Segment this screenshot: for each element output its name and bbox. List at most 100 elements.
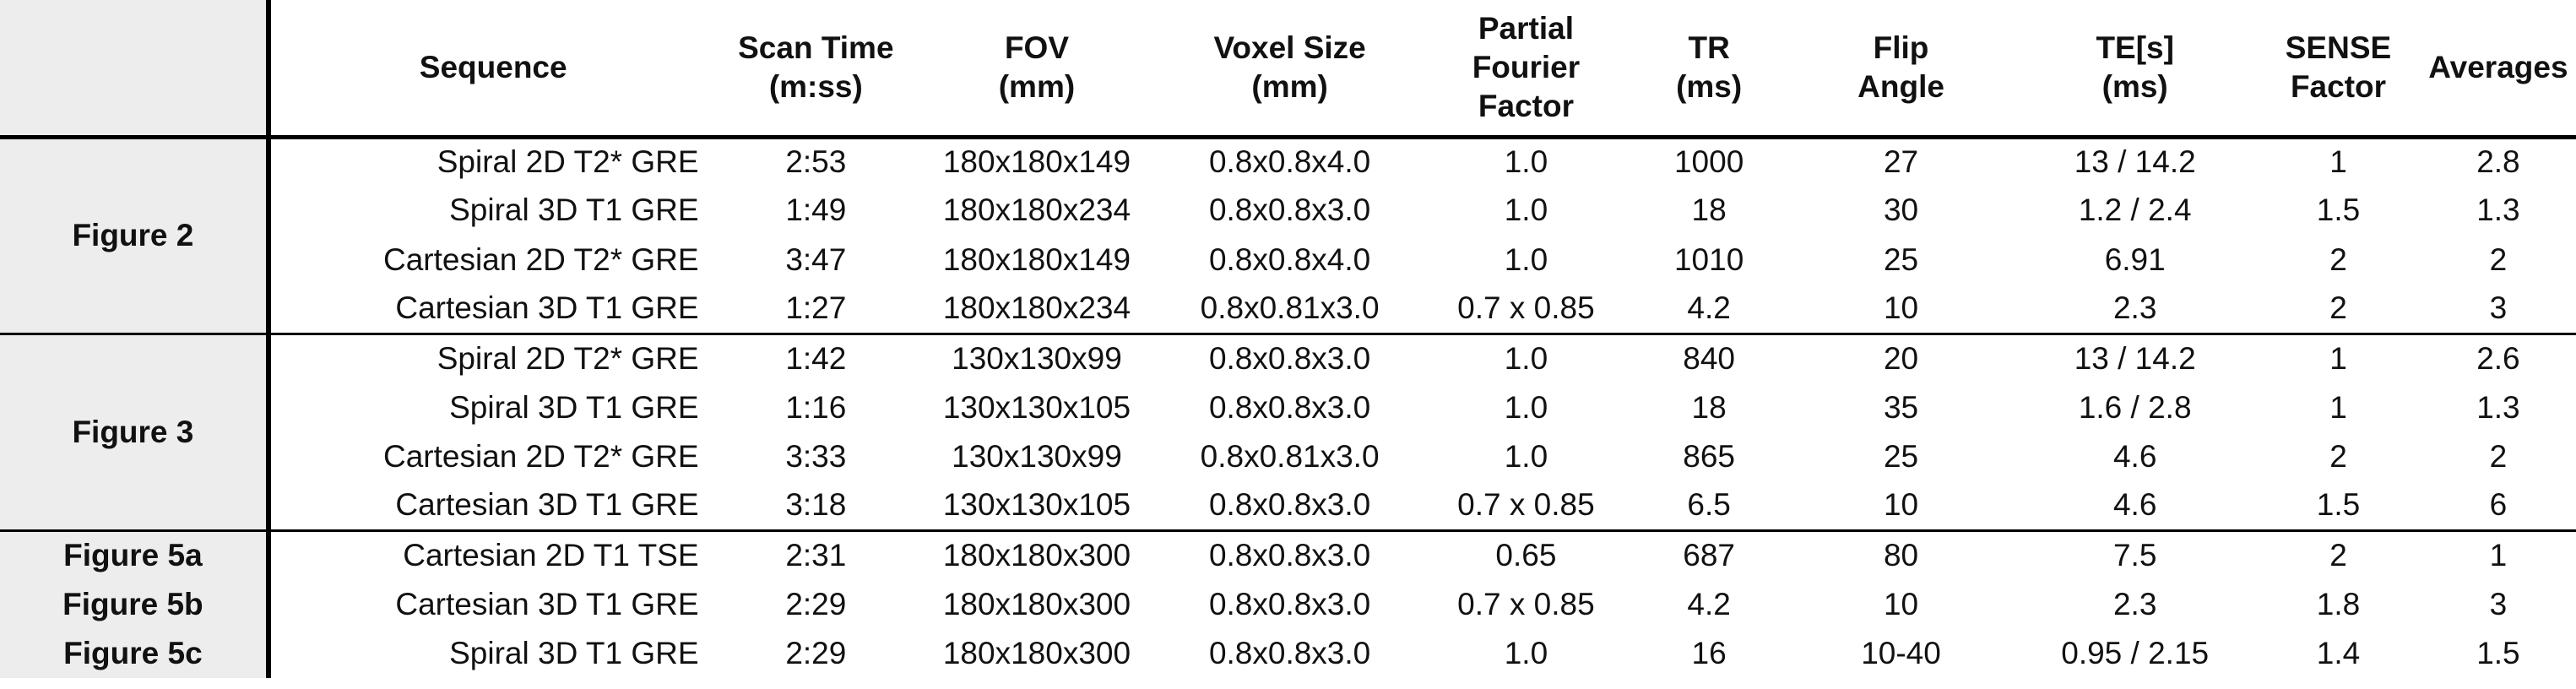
table-row: Figure 2 Spiral 2D T2* GRE 2:53 180x180x149… xyxy=(0,137,2576,335)
scan-time-cell: 1:27 xyxy=(715,284,917,335)
averages-cell: 1.3 xyxy=(2476,389,2520,425)
figure-label: Figure 5c xyxy=(0,628,271,679)
header-scan-time: Scan Time (m:ss) xyxy=(715,0,917,139)
voxel-size-cell: 0.8x0.8x3.0 xyxy=(1208,538,1371,573)
flip-angle-cell: 20 xyxy=(1883,341,1919,377)
header-voxel-size: Voxel Size (mm) xyxy=(1157,0,1423,139)
sequence-cell: Cartesian 3D T1 GRE xyxy=(268,284,716,335)
flip-angle-cell: 10 xyxy=(1787,481,2015,532)
header-fov: FOV (mm) xyxy=(916,0,1158,139)
te-cell: 0.95 / 2.15 xyxy=(2061,636,2210,671)
fov-cell: 180x180x234 xyxy=(916,284,1158,335)
scan-time-cell: 2:31 xyxy=(785,538,847,573)
tr-cell: 1000 xyxy=(1673,144,1744,180)
sense-cell: 1 xyxy=(2329,341,2347,377)
partial-fourier-cell: 1.0 xyxy=(1504,241,1548,277)
averages-cell: 6 xyxy=(2420,481,2576,532)
averages-cell: 2 xyxy=(2489,241,2508,277)
scan-time-cell: 2:53 xyxy=(785,144,847,180)
header-corner xyxy=(0,0,271,139)
flip-angle-cell: 80 xyxy=(1883,538,1919,573)
tr-cell: 865 xyxy=(1683,438,1735,474)
averages-cell: 3 xyxy=(2489,586,2508,621)
tr-cell: 16 xyxy=(1691,636,1727,671)
flip-angle-cell: 10 xyxy=(1883,586,1919,621)
averages-cell: 3 xyxy=(2420,284,2576,335)
header-row: Sequence Scan Time (m:ss) FOV (mm) Voxel S… xyxy=(0,0,2576,139)
figure-label: Figure 5a xyxy=(0,530,271,580)
fov-cell: 180x180x149 xyxy=(942,144,1131,180)
te-cell: 1.2 / 2.4 xyxy=(2078,193,2192,228)
sense-cell: 2 xyxy=(2329,438,2347,474)
sequence-cell: Spiral 3D T1 GRE xyxy=(449,636,699,671)
sequence-cell: Cartesian 2D T1 TSE xyxy=(403,538,699,573)
sequence-cell: Cartesian 3D T1 GRE xyxy=(395,586,699,621)
fov-cell: 180x180x149 xyxy=(942,241,1131,277)
sequence-cell: Spiral 3D T1 GRE xyxy=(449,193,699,228)
table-row: Figure 5c Spiral 3D T1 GRE 2:29 180x180x300… xyxy=(0,628,2576,679)
sense-cell: 2 xyxy=(2329,241,2347,277)
te-cell: 13 / 14.2 xyxy=(2074,144,2196,180)
table-row: Cartesian 2D T2* GRE 3:33 130x130x99 0.8x0.… xyxy=(0,432,2576,481)
header-tr: TR (ms) xyxy=(1630,0,1788,139)
sense-cell: 1 xyxy=(2329,389,2347,425)
fov-cell: 180x180x300 xyxy=(942,636,1131,671)
scan-time-cell: 1:42 xyxy=(785,341,847,377)
flip-angle-cell: 25 xyxy=(1883,241,1919,277)
table-row: Cartesian 3D T1 GRE 1:27 180x180x234 0.8x0.… xyxy=(0,284,2576,335)
voxel-size-cell: 0.8x0.8x3.0 xyxy=(1208,389,1371,425)
fov-cell: 180x180x234 xyxy=(942,193,1131,228)
partial-fourier-cell: 1.0 xyxy=(1504,438,1548,474)
flip-angle-cell: 30 xyxy=(1883,193,1919,228)
scan-time-cell: 3:33 xyxy=(785,438,847,474)
partial-fourier-cell: 0.7 x 0.85 xyxy=(1422,481,1630,532)
voxel-size-cell: 0.8x0.8x3.0 xyxy=(1208,341,1371,377)
sense-cell: 1.5 xyxy=(2256,481,2421,532)
partial-fourier-cell: 0.7 x 0.85 xyxy=(1422,284,1630,335)
scan-time-cell: 3:18 xyxy=(715,481,917,532)
fov-cell: 180x180x300 xyxy=(942,538,1131,573)
sequence-cell: Cartesian 2D T2* GRE xyxy=(382,438,699,474)
te-cell: 1.6 / 2.8 xyxy=(2078,389,2192,425)
voxel-size-cell: 0.8x0.8x3.0 xyxy=(1157,481,1423,532)
partial-fourier-cell: 1.0 xyxy=(1504,341,1548,377)
te-cell: 6.91 xyxy=(2104,241,2166,277)
sense-cell: 1.8 xyxy=(2316,586,2361,621)
sequence-cell: Cartesian 2D T2* GRE xyxy=(382,241,699,277)
te-cell: 4.6 xyxy=(2014,481,2257,532)
fov-cell: 130x130x99 xyxy=(952,341,1122,377)
te-cell: 2.3 xyxy=(2014,284,2257,335)
fov-cell: 180x180x300 xyxy=(942,586,1131,621)
header-sense: SENSE Factor xyxy=(2256,0,2421,139)
te-cell: 7.5 xyxy=(2112,538,2157,573)
averages-cell: 1.5 xyxy=(2476,636,2520,671)
tr-cell: 6.5 xyxy=(1630,481,1788,532)
table-row: Figure 3 Spiral 2D T2* GRE 1:42 130x130x99 0… xyxy=(0,334,2576,532)
figure-label: Figure 3 xyxy=(0,334,271,532)
voxel-size-cell: 0.8x0.8x3.0 xyxy=(1208,193,1371,228)
voxel-size-cell: 0.8x0.81x3.0 xyxy=(1200,438,1380,474)
te-cell: 13 / 14.2 xyxy=(2074,341,2196,377)
scan-time-cell: 1:16 xyxy=(785,389,847,425)
fov-cell: 130x130x105 xyxy=(942,389,1131,425)
tr-cell: 18 xyxy=(1691,389,1727,425)
sequence-cell: Spiral 2D T2* GRE xyxy=(437,144,699,180)
header-sequence: Sequence xyxy=(268,0,716,139)
tr-cell: 1010 xyxy=(1673,241,1744,277)
header-flip-angle: Flip Angle xyxy=(1787,0,2015,139)
table-row: Cartesian 3D T1 GRE 3:18 130x130x105 0.8x0.… xyxy=(0,481,2576,532)
tr-cell: 687 xyxy=(1683,538,1735,573)
table-row: Cartesian 2D T2* GRE 3:47 180x180x149 0.8x0… xyxy=(0,236,2576,285)
flip-angle-cell: 35 xyxy=(1883,389,1919,425)
tr-cell: 4.2 xyxy=(1687,586,1731,621)
averages-cell: 1.3 xyxy=(2476,193,2520,228)
scan-time-cell: 2:29 xyxy=(785,586,847,621)
te-cell: 4.6 xyxy=(2112,438,2157,474)
averages-cell: 2.6 xyxy=(2476,341,2520,377)
te-cell: 2.3 xyxy=(2112,586,2157,621)
voxel-size-cell: 0.8x0.8x4.0 xyxy=(1208,241,1371,277)
flip-angle-cell: 10 xyxy=(1787,284,2015,335)
scan-time-cell: 1:49 xyxy=(785,193,847,228)
flip-angle-cell: 10-40 xyxy=(1861,636,1941,671)
